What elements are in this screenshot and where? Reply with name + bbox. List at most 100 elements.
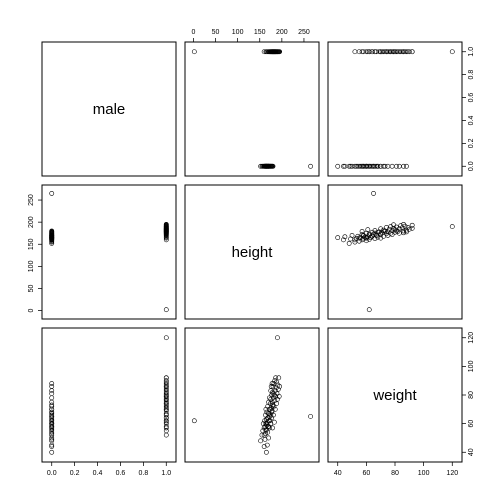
panel-weight-male xyxy=(41,327,177,463)
diagonal-labels: male height weight xyxy=(93,101,418,404)
point-height-vs-weight xyxy=(349,233,355,238)
point-male-vs-weight xyxy=(363,163,369,169)
x-tick-label-height: 200 xyxy=(276,29,288,36)
x-tick-label-height: 50 xyxy=(212,29,220,36)
point-weight-vs-height xyxy=(271,412,276,418)
point-height-vs-weight xyxy=(366,307,372,313)
point-weight-vs-male xyxy=(49,384,55,389)
point-height-vs-weight xyxy=(359,232,365,237)
y-tick-label-weight: 120 xyxy=(468,332,475,344)
point-weight-vs-male xyxy=(163,384,169,389)
point-height-vs-male xyxy=(49,228,55,234)
x-tick-label-height: 250 xyxy=(298,29,310,36)
point-weight-vs-male xyxy=(163,425,169,431)
point-height-vs-weight xyxy=(401,221,406,227)
point-weight-vs-height xyxy=(268,412,274,418)
point-weight-vs-height xyxy=(270,425,275,431)
point-weight-vs-height xyxy=(269,408,275,414)
point-weight-vs-height xyxy=(270,384,276,389)
point-male-vs-weight xyxy=(378,49,384,55)
x-tick-label-male: 0.4 xyxy=(93,470,103,477)
y-tick-label-height: 250 xyxy=(28,194,35,206)
point-weight-vs-male xyxy=(163,375,169,381)
point-weight-vs-height xyxy=(275,335,280,341)
point-height-vs-weight xyxy=(401,228,406,234)
point-weight-vs-height xyxy=(276,375,282,381)
point-weight-vs-male xyxy=(49,424,55,429)
x-tick-label-male: 0.2 xyxy=(70,470,80,477)
point-weight-vs-male xyxy=(163,406,169,412)
point-height-vs-weight xyxy=(401,230,406,236)
x-tick-label-male: 0.0 xyxy=(47,470,57,477)
point-male-vs-weight xyxy=(361,163,366,169)
y-tick-label-weight: 80 xyxy=(468,391,475,399)
y-tick-label-height: 0 xyxy=(28,309,35,313)
point-male-vs-weight xyxy=(409,49,415,55)
point-male-vs-weight xyxy=(365,49,371,55)
x-tick-label-male: 0.8 xyxy=(138,470,148,477)
y-tick-label-weight: 100 xyxy=(468,360,475,372)
point-weight-vs-height xyxy=(271,404,277,409)
point-height-vs-weight xyxy=(359,229,365,234)
point-height-vs-weight xyxy=(376,229,382,235)
point-weight-vs-height xyxy=(267,425,272,431)
point-weight-vs-male xyxy=(163,412,169,418)
point-male-vs-height xyxy=(308,163,313,169)
point-height-vs-weight xyxy=(391,222,396,228)
point-weight-vs-height xyxy=(277,384,283,389)
y-tick-label-male: 1.0 xyxy=(468,47,475,57)
x-tick-label-weight: 40 xyxy=(334,470,342,477)
y-tick-label-height: 200 xyxy=(28,216,35,228)
point-height-vs-weight xyxy=(371,191,376,196)
point-male-vs-weight xyxy=(404,163,409,169)
point-height-vs-weight xyxy=(341,237,346,243)
point-weight-vs-height xyxy=(263,428,269,434)
point-male-vs-weight xyxy=(401,49,406,55)
point-male-vs-height xyxy=(277,49,283,55)
point-height-vs-weight xyxy=(449,224,455,229)
point-weight-vs-male xyxy=(163,385,169,391)
point-weight-vs-male xyxy=(163,394,169,399)
point-male-vs-weight xyxy=(398,49,404,55)
point-height-vs-weight xyxy=(356,235,362,241)
point-male-vs-weight xyxy=(388,49,394,55)
point-weight-vs-male xyxy=(49,449,55,455)
y-tick-label-height: 50 xyxy=(28,284,35,292)
point-weight-vs-male xyxy=(49,442,55,448)
point-height-vs-male xyxy=(163,221,169,227)
point-weight-vs-male xyxy=(49,435,55,441)
point-weight-vs-height xyxy=(261,444,267,449)
point-weight-vs-male xyxy=(49,381,55,386)
x-tick-label-height: 150 xyxy=(254,29,266,36)
point-height-vs-weight xyxy=(335,235,341,241)
point-weight-vs-height xyxy=(271,419,277,425)
point-weight-vs-male xyxy=(49,436,55,442)
point-height-vs-weight xyxy=(352,237,358,243)
point-male-vs-weight xyxy=(372,49,378,55)
point-weight-vs-male xyxy=(163,386,169,392)
panel-male-weight xyxy=(327,41,463,177)
point-weight-vs-male xyxy=(49,409,55,415)
point-male-vs-weight xyxy=(381,49,386,55)
x-tick-label-weight: 100 xyxy=(418,470,430,477)
point-male-vs-weight xyxy=(401,163,406,169)
point-male-vs-weight xyxy=(366,49,372,55)
x-tick-label-weight: 60 xyxy=(362,470,370,477)
point-weight-vs-height xyxy=(308,414,313,419)
point-weight-vs-male xyxy=(163,432,169,438)
point-male-vs-weight xyxy=(375,163,381,169)
point-weight-vs-height xyxy=(263,449,269,455)
point-weight-vs-male xyxy=(49,444,55,449)
y-tick-label-height: 150 xyxy=(28,238,35,250)
point-male-vs-weight xyxy=(399,49,405,55)
point-height-vs-weight xyxy=(381,227,386,233)
point-height-vs-weight xyxy=(378,226,384,232)
point-male-vs-weight xyxy=(394,163,399,169)
point-height-vs-weight xyxy=(405,225,411,230)
point-height-vs-weight xyxy=(385,229,391,235)
point-weight-vs-male xyxy=(163,396,169,402)
point-male-vs-weight xyxy=(449,49,455,55)
point-weight-vs-height xyxy=(258,438,264,444)
diagonal-label-male: male xyxy=(93,101,126,118)
